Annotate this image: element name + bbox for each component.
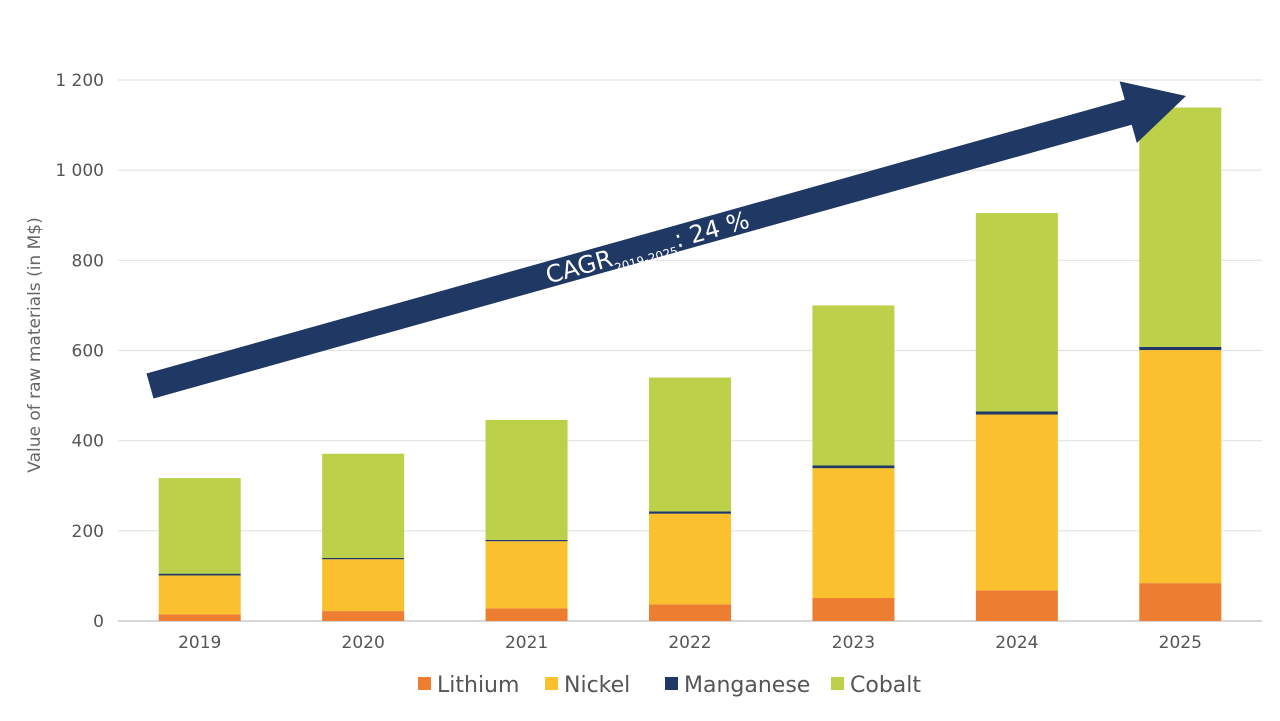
legend: Lithium Nickel Manganese Cobalt (418, 673, 921, 698)
arrow-body (146, 81, 1186, 399)
bar-segment-nickel (158, 575, 241, 615)
legend-swatch-manganese (665, 677, 678, 690)
x-tick-label: 2025 (1159, 633, 1202, 653)
bar-segment-nickel (485, 541, 568, 609)
x-tick-label: 2020 (342, 633, 385, 653)
bar-segment-nickel (1139, 350, 1222, 584)
x-tick-label: 2024 (995, 633, 1038, 653)
bar-segment-lithium (649, 604, 731, 621)
bar-segment-cobalt (649, 377, 731, 512)
bar-segment-manganese (1139, 346, 1222, 351)
x-tick-label: 2022 (668, 633, 711, 653)
y-tick-label: 600 (72, 342, 104, 362)
x-tick-label: 2021 (505, 633, 548, 653)
x-tick-label: 2023 (832, 633, 875, 653)
axes: 0 200 400 600 800 1 000 1 200 Value of raw mate… (25, 71, 1202, 653)
legend-label-nickel: Nickel (564, 673, 630, 698)
bar-segment-manganese (975, 411, 1058, 415)
bar-segment-cobalt (975, 212, 1058, 412)
y-tick-label: 200 (72, 522, 104, 542)
bar-segment-lithium (812, 598, 895, 621)
bar-segment-nickel (975, 414, 1058, 591)
bar-segment-manganese (649, 511, 731, 514)
bar-segment-lithium (485, 608, 568, 621)
bars (158, 107, 1222, 621)
legend-swatch-cobalt (831, 677, 844, 690)
legend-label-manganese: Manganese (684, 673, 810, 698)
bar-segment-lithium (158, 614, 241, 621)
bar-segment-lithium (1139, 583, 1222, 621)
bar-segment-manganese (322, 557, 405, 560)
y-tick-label: 800 (72, 251, 104, 271)
y-tick-label: 1 200 (55, 71, 104, 91)
bar-segment-manganese (485, 539, 568, 542)
bar-segment-nickel (322, 559, 405, 612)
bar-segment-nickel (649, 513, 731, 605)
bar-segment-manganese (158, 573, 241, 576)
legend-swatch-lithium (418, 677, 431, 690)
bar-segment-lithium (975, 590, 1058, 621)
y-axis-label: Value of raw materials (in M$) (25, 217, 45, 472)
bar-segment-cobalt (322, 453, 405, 558)
bar-segment-cobalt (1139, 107, 1222, 347)
legend-label-cobalt: Cobalt (850, 673, 921, 698)
bar-segment-nickel (812, 468, 895, 599)
legend-swatch-nickel (545, 677, 558, 690)
legend-label-lithium: Lithium (437, 673, 519, 698)
bar-segment-cobalt (812, 305, 895, 466)
bar-segment-manganese (812, 465, 895, 469)
cagr-value: : 24 % (671, 206, 752, 254)
y-tick-label: 0 (93, 612, 104, 632)
y-tick-label: 1 000 (55, 161, 104, 181)
y-tick-label: 400 (72, 432, 104, 452)
bar-segment-cobalt (485, 419, 568, 540)
x-tick-label: 2019 (178, 633, 221, 653)
bar-segment-cobalt (158, 478, 241, 574)
cagr-label: CAGR (543, 244, 616, 289)
bar-segment-lithium (322, 611, 405, 621)
